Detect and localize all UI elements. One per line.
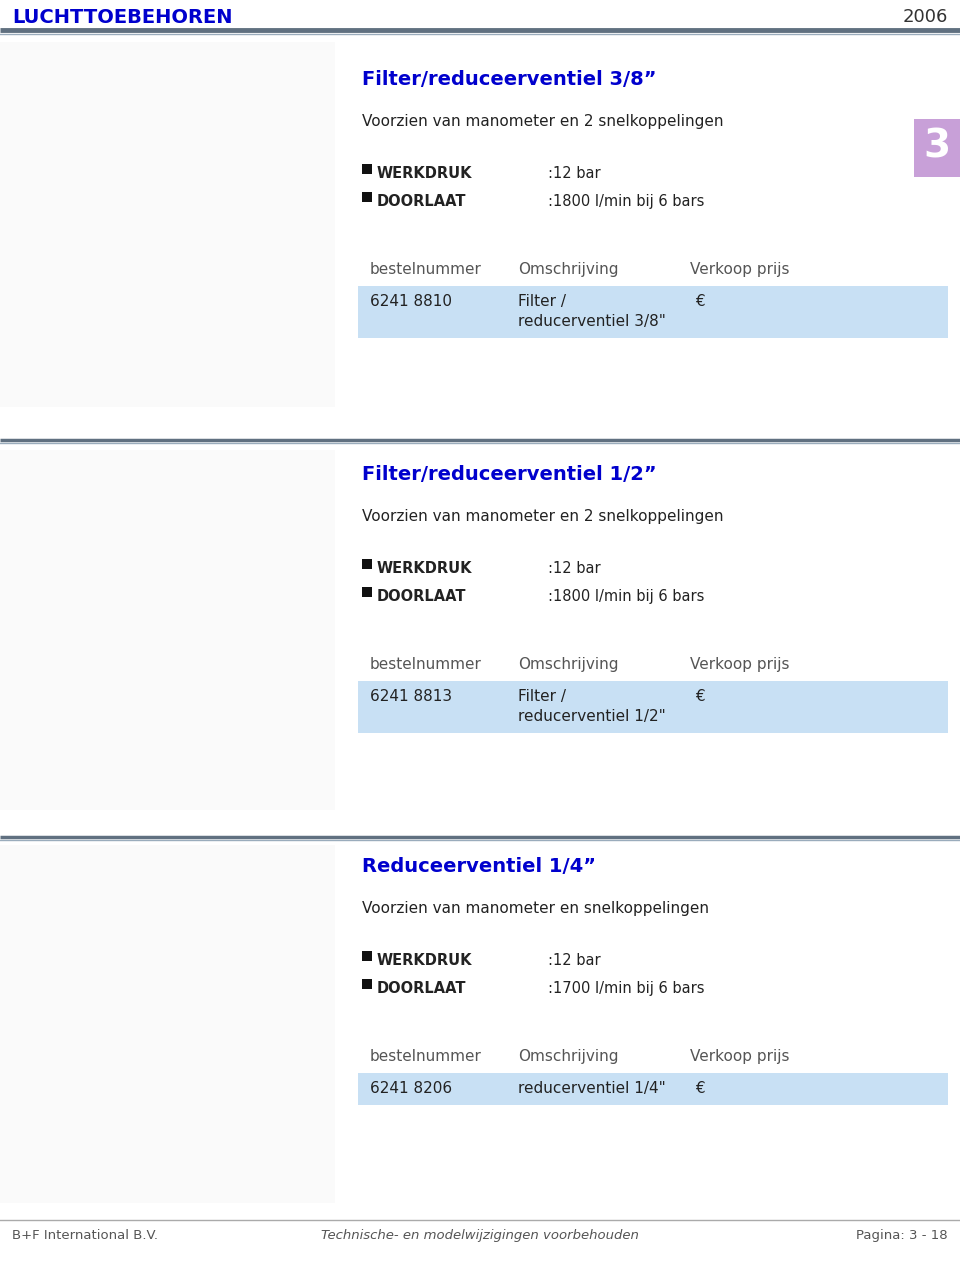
Text: Filter /: Filter / (518, 689, 566, 705)
Bar (0, 450, 335, 810)
Bar (362, 587, 372, 597)
Bar (0, 845, 335, 1203)
Text: :12 bar: :12 bar (548, 953, 601, 968)
Text: Omschrijving: Omschrijving (518, 1049, 618, 1064)
Text: :12 bar: :12 bar (548, 166, 601, 181)
Text: Verkoop prijs: Verkoop prijs (690, 1049, 789, 1064)
Bar (362, 979, 372, 989)
Text: Omschrijving: Omschrijving (518, 262, 618, 277)
Bar (358, 1073, 948, 1106)
Text: DOORLAAT: DOORLAAT (377, 980, 467, 996)
Bar (358, 681, 948, 732)
Text: B+F International B.V.: B+F International B.V. (12, 1230, 158, 1242)
Text: Omschrijving: Omschrijving (518, 657, 618, 672)
Text: Reduceerventiel 1/4”: Reduceerventiel 1/4” (362, 856, 596, 875)
Text: Filter /: Filter / (518, 293, 566, 309)
Text: reducerventiel 1/2": reducerventiel 1/2" (518, 708, 665, 724)
Text: Verkoop prijs: Verkoop prijs (690, 657, 789, 672)
Text: bestelnummer: bestelnummer (370, 262, 482, 277)
Text: Filter/reduceerventiel 1/2”: Filter/reduceerventiel 1/2” (362, 466, 657, 484)
Text: €: € (695, 689, 705, 705)
Bar (358, 286, 948, 338)
Text: €: € (695, 1082, 705, 1095)
Text: €: € (695, 293, 705, 309)
Text: 6241 8810: 6241 8810 (370, 293, 452, 309)
Text: 2006: 2006 (902, 8, 948, 27)
Text: DOORLAAT: DOORLAAT (377, 589, 467, 603)
Text: Filter/reduceerventiel 3/8”: Filter/reduceerventiel 3/8” (362, 70, 657, 89)
Text: WERKDRUK: WERKDRUK (377, 560, 472, 576)
Text: reducerventiel 3/8": reducerventiel 3/8" (518, 314, 666, 329)
Text: :12 bar: :12 bar (548, 560, 601, 576)
Text: :1700 l/min bij 6 bars: :1700 l/min bij 6 bars (548, 980, 705, 996)
Text: :1800 l/min bij 6 bars: :1800 l/min bij 6 bars (548, 194, 705, 209)
Text: :1800 l/min bij 6 bars: :1800 l/min bij 6 bars (548, 589, 705, 603)
Text: Voorzien van manometer en snelkoppelingen: Voorzien van manometer en snelkoppelinge… (362, 901, 709, 916)
Text: Voorzien van manometer en 2 snelkoppelingen: Voorzien van manometer en 2 snelkoppelin… (362, 114, 724, 129)
Text: LUCHTTOEBEHOREN: LUCHTTOEBEHOREN (12, 8, 232, 27)
Bar (914, 119, 960, 177)
Text: bestelnummer: bestelnummer (370, 1049, 482, 1064)
Text: Pagina: 3 - 18: Pagina: 3 - 18 (856, 1230, 948, 1242)
Text: bestelnummer: bestelnummer (370, 657, 482, 672)
Text: Verkoop prijs: Verkoop prijs (690, 262, 789, 277)
Text: Voorzien van manometer en 2 snelkoppelingen: Voorzien van manometer en 2 snelkoppelin… (362, 509, 724, 524)
Text: 3: 3 (924, 126, 950, 164)
Text: WERKDRUK: WERKDRUK (377, 953, 472, 968)
Text: Technische- en modelwijzigingen voorbehouden: Technische- en modelwijzigingen voorbeho… (321, 1230, 639, 1242)
Bar (362, 164, 372, 175)
Bar (362, 559, 372, 569)
Text: DOORLAAT: DOORLAAT (377, 194, 467, 209)
Text: WERKDRUK: WERKDRUK (377, 166, 472, 181)
Bar (362, 951, 372, 961)
Text: 6241 8206: 6241 8206 (370, 1082, 452, 1095)
Bar (0, 42, 335, 407)
Text: 6241 8813: 6241 8813 (370, 689, 452, 705)
Text: reducerventiel 1/4": reducerventiel 1/4" (518, 1082, 665, 1095)
Bar (362, 192, 372, 202)
Bar (0, 0, 960, 28)
